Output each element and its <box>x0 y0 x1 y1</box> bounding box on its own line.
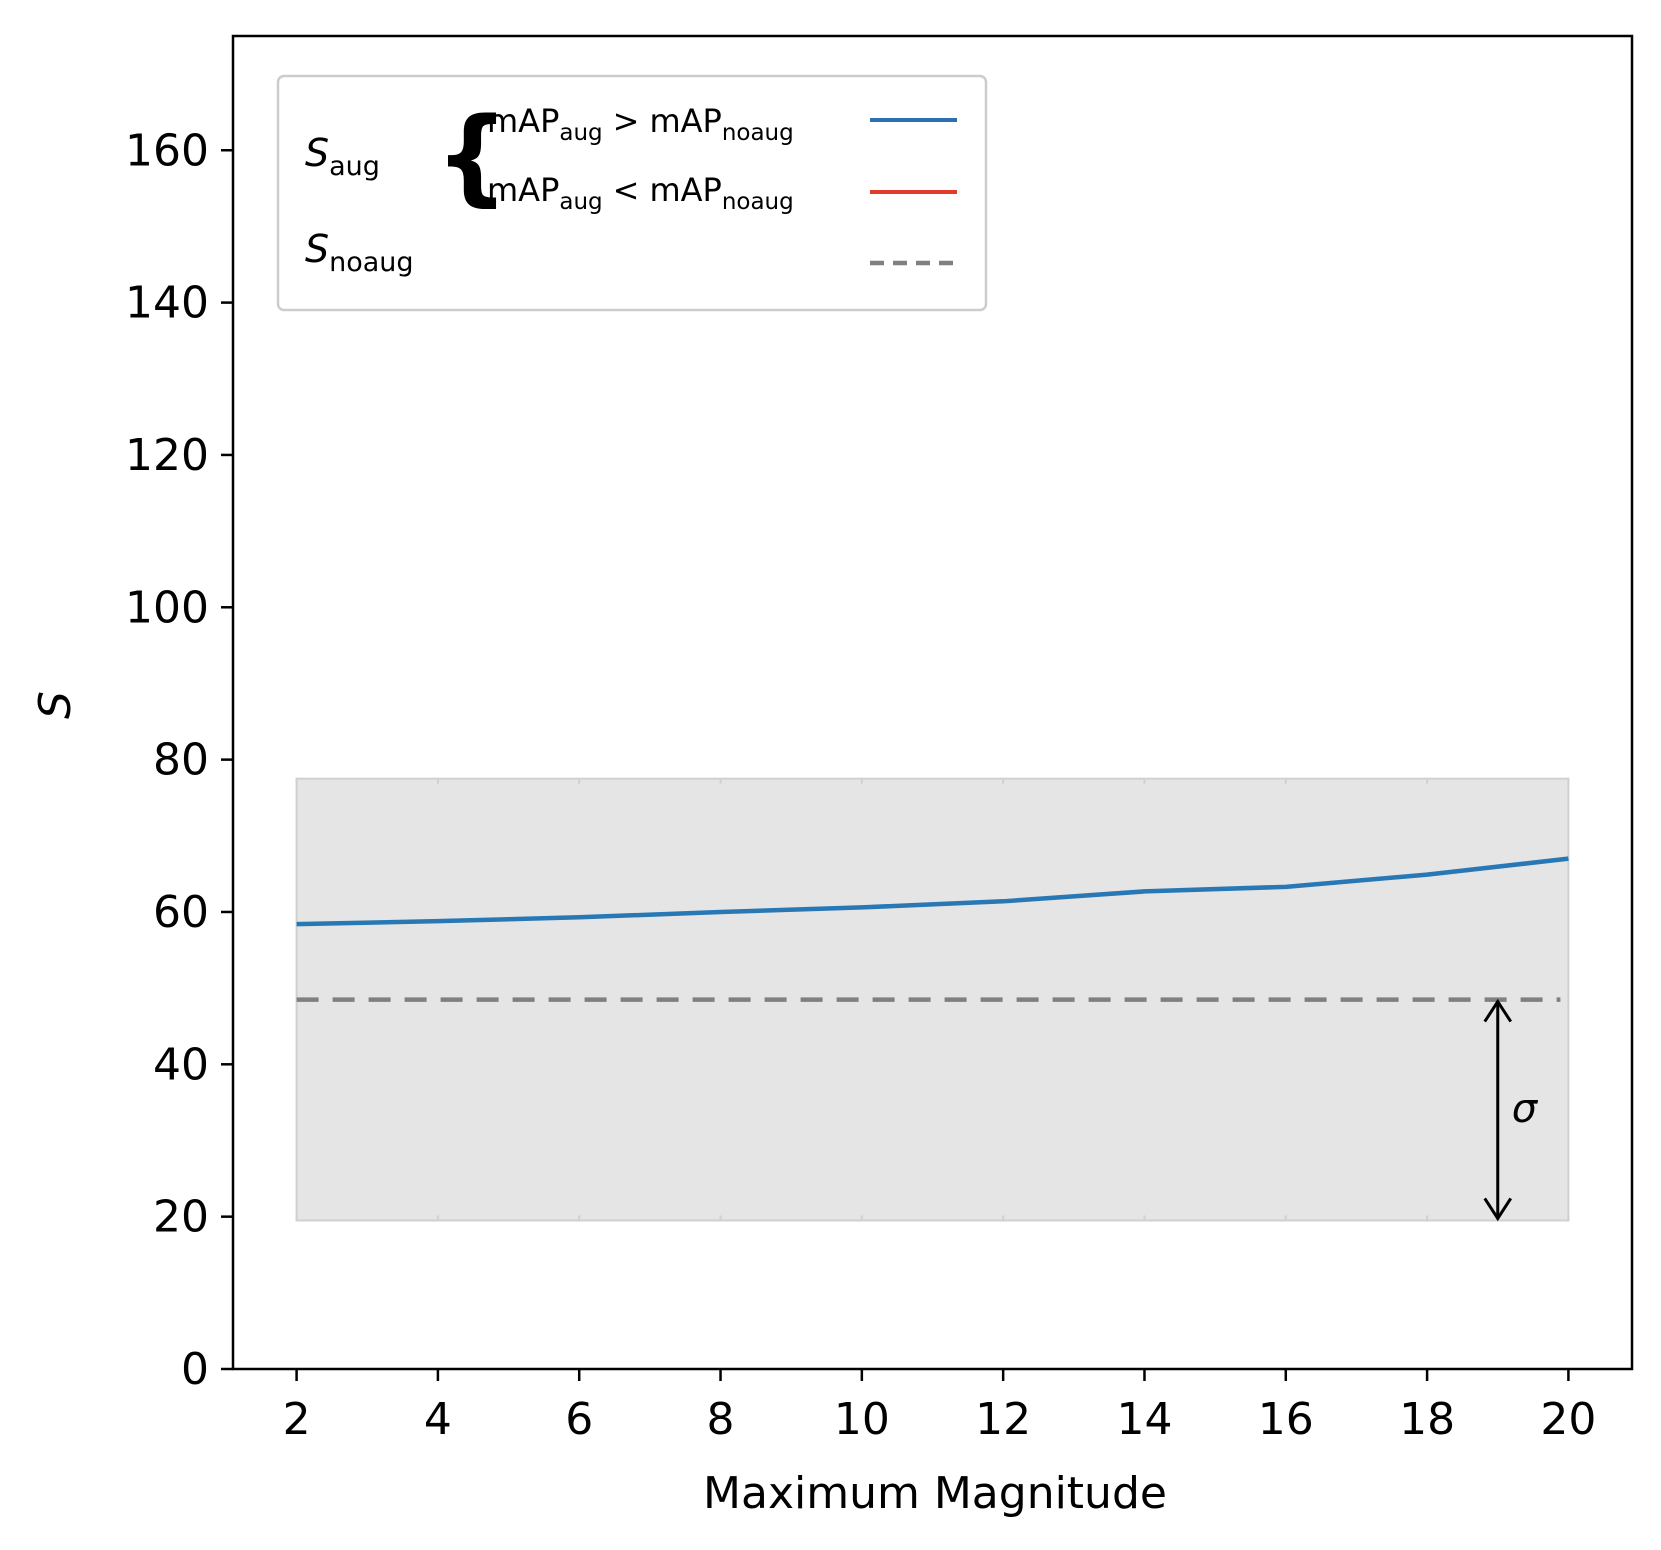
x-tick-label: 2 <box>283 1394 311 1445</box>
y-tick-label: 100 <box>125 582 209 633</box>
band-gridlines <box>295 778 1570 1221</box>
x-tick-label: 12 <box>975 1394 1031 1445</box>
x-tick-label: 6 <box>565 1394 593 1445</box>
y-tick-label: 120 <box>125 430 209 481</box>
sigma-arrow-head-top <box>1483 998 1513 1023</box>
legend-s-noaug: Snoaug <box>305 227 414 278</box>
y-tick-label: 80 <box>153 735 209 786</box>
x-axis-label: Maximum Magnitude <box>703 1468 1167 1519</box>
plot-frame <box>231 34 1634 1371</box>
x-tick-label: 18 <box>1399 1394 1455 1445</box>
y-tick-label: 20 <box>153 1192 209 1243</box>
legend-s-aug: Saug <box>305 131 380 182</box>
x-tick-label: 4 <box>424 1394 452 1445</box>
x-tick-label: 20 <box>1540 1394 1596 1445</box>
legend: Saug { mAPaug > mAPnoaug mAPaug < mAPnoaug S… <box>276 74 988 312</box>
s-aug-line <box>296 856 1569 927</box>
x-tick-label: 8 <box>707 1394 735 1445</box>
x-tick-label: 16 <box>1258 1394 1314 1445</box>
x-tick-label: 14 <box>1116 1394 1172 1445</box>
sigma-label: σ <box>1512 1086 1539 1132</box>
sigma-arrow: σ <box>1483 998 1539 1222</box>
x-tick-label: 10 <box>834 1394 890 1445</box>
y-axis-ticks: 0 20 40 60 80 100 120 140 160 <box>125 125 233 1395</box>
y-tick-label: 40 <box>153 1039 209 1090</box>
legend-box <box>276 74 988 312</box>
y-tick-label: 160 <box>125 125 209 176</box>
y-tick-label: 60 <box>153 887 209 938</box>
legend-entry-greater: mAPaug > mAPnoaug <box>487 102 794 146</box>
y-tick-label: 0 <box>181 1344 209 1395</box>
legend-entry-less: mAPaug < mAPnoaug <box>487 171 794 215</box>
y-tick-label: 140 <box>125 278 209 329</box>
y-axis-label: S <box>30 691 81 719</box>
x-axis-ticks: 2 4 6 8 10 12 14 16 18 20 <box>283 1369 1596 1445</box>
sigma-arrow-head-bottom <box>1483 1197 1513 1222</box>
legend-brace-icon: { <box>435 95 509 217</box>
